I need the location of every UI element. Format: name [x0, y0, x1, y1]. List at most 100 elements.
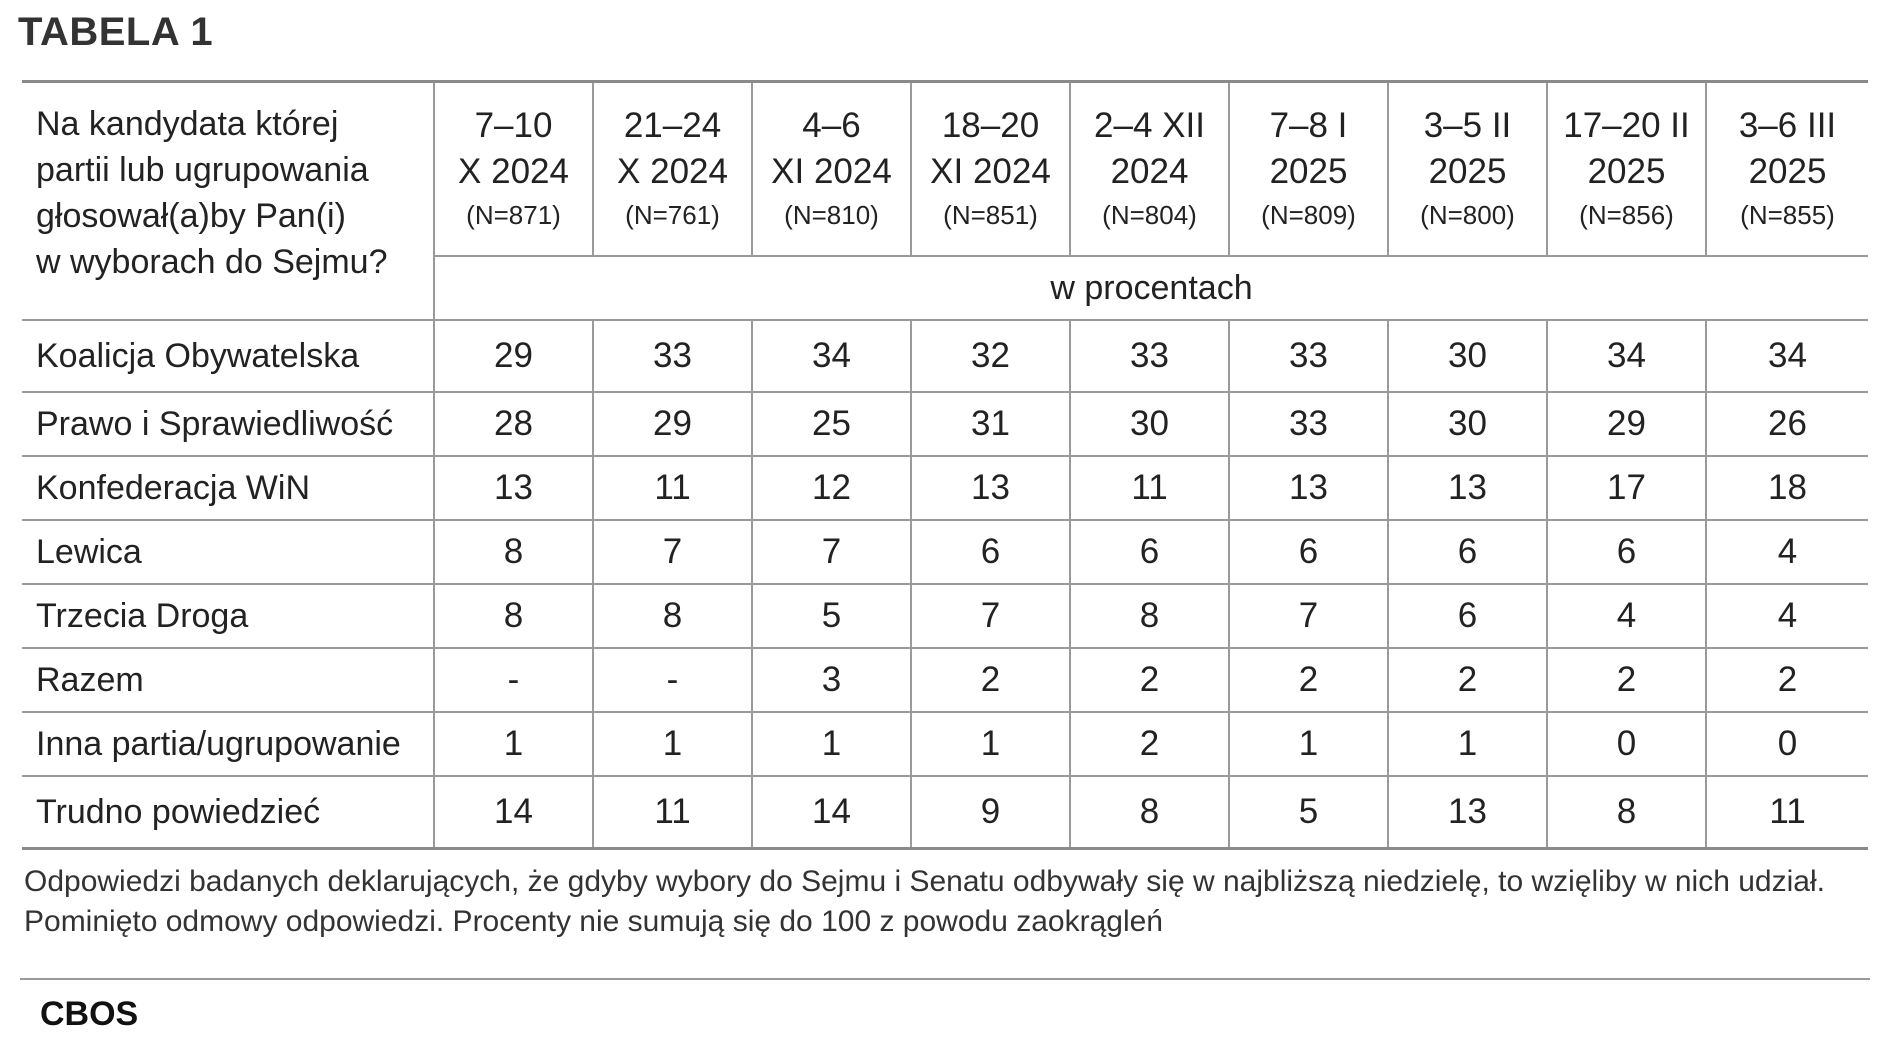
value-cell: 1	[592, 711, 753, 777]
column-header: 21–24 X 2024 (N=761)	[592, 80, 753, 257]
column-sample-size: (N=800)	[1420, 200, 1515, 230]
value-cell: 8	[433, 583, 594, 649]
column-date-line2: X 2024	[617, 152, 728, 191]
value-cell: 6	[910, 519, 1071, 585]
poll-table: Na kandydata której partii lub ugrupowan…	[22, 80, 1868, 850]
source-logo: CBOS	[40, 995, 139, 1033]
value-cell: -	[433, 647, 594, 713]
question-cell: Na kandydata której partii lub ugrupowan…	[22, 80, 435, 321]
value-cell: 11	[1069, 455, 1230, 521]
unit-label: w procentach	[434, 255, 1868, 321]
value-cell: 11	[1705, 775, 1868, 850]
column-date-line2: XI 2024	[771, 152, 892, 191]
value-cell: 14	[751, 775, 912, 850]
column-date-line1: 21–24	[623, 106, 722, 145]
row-label: Inna partia/ugrupowanie	[22, 711, 435, 777]
value-cell: 7	[751, 519, 912, 585]
column-date-line1: 7–8 I	[1269, 106, 1348, 145]
value-cell: 13	[1387, 455, 1548, 521]
value-cell: 33	[1228, 391, 1389, 457]
value-cell: 26	[1705, 391, 1868, 457]
value-cell: 2	[910, 647, 1071, 713]
column-date-line1: 3–6 III	[1738, 106, 1837, 145]
value-cell: 2	[1546, 647, 1707, 713]
value-cell: 6	[1546, 519, 1707, 585]
value-cell: 13	[1228, 455, 1389, 521]
column-header: 17–20 II 2025 (N=856)	[1546, 80, 1707, 257]
bottom-divider	[20, 978, 1870, 980]
column-date-line1: 2–4 XII	[1094, 106, 1205, 145]
value-cell: 2	[1069, 647, 1230, 713]
value-cell: 8	[1069, 775, 1230, 850]
value-cell: 13	[433, 455, 594, 521]
value-cell: 33	[1069, 319, 1230, 393]
column-sample-size: (N=851)	[943, 200, 1038, 230]
value-cell: 2	[1705, 647, 1868, 713]
value-cell: 0	[1705, 711, 1868, 777]
value-cell: 25	[751, 391, 912, 457]
value-cell: 14	[433, 775, 594, 850]
table-body: Koalicja Obywatelska 29 33 34 32 33 33 30 34 34 Pr…	[22, 319, 1868, 850]
value-cell: 28	[433, 391, 594, 457]
column-sample-size: (N=804)	[1102, 200, 1197, 230]
value-cell: 2	[1228, 647, 1389, 713]
value-cell: 8	[1069, 583, 1230, 649]
value-cell: 17	[1546, 455, 1707, 521]
column-date-line1: 18–20	[941, 106, 1040, 145]
column-date-line1: 7–10	[474, 106, 553, 145]
value-cell: 5	[1228, 775, 1389, 850]
value-cell: 29	[592, 391, 753, 457]
column-date-line2: 2024	[1110, 152, 1189, 191]
table-title: TABELA 1	[18, 10, 214, 54]
row-label: Konfederacja WiN	[22, 455, 435, 521]
value-cell: 8	[1546, 775, 1707, 850]
value-cell: 13	[910, 455, 1071, 521]
value-cell: 32	[910, 319, 1071, 393]
column-header: 2–4 XII 2024 (N=804)	[1069, 80, 1230, 257]
row-label: Trzecia Droga	[22, 583, 435, 649]
column-date-line2: 2025	[1748, 152, 1827, 191]
value-cell: 6	[1387, 519, 1548, 585]
row-label: Trudno powiedzieć	[22, 775, 435, 850]
value-cell: 6	[1069, 519, 1230, 585]
table-row: Trzecia Droga 8 8 5 7 8 7 6 4 4	[22, 583, 1868, 649]
column-date-line2: XI 2024	[930, 152, 1051, 191]
column-sample-size: (N=871)	[466, 200, 561, 230]
table-row: Konfederacja WiN 13 11 12 13 11 13 13 17 18	[22, 455, 1868, 521]
column-date-line1: 3–5 II	[1423, 106, 1512, 145]
value-cell: 11	[592, 455, 753, 521]
value-cell: 33	[592, 319, 753, 393]
value-cell: 31	[910, 391, 1071, 457]
column-date-line1: 17–20 II	[1563, 106, 1690, 145]
value-cell: 8	[592, 583, 753, 649]
value-cell: 4	[1705, 583, 1868, 649]
column-sample-size: (N=809)	[1261, 200, 1356, 230]
value-cell: 7	[910, 583, 1071, 649]
value-cell: 2	[1387, 647, 1548, 713]
column-date-line2: X 2024	[458, 152, 569, 191]
value-cell: 18	[1705, 455, 1868, 521]
column-sample-size: (N=810)	[784, 200, 879, 230]
column-header: 3–5 II 2025 (N=800)	[1387, 80, 1548, 257]
value-cell: 9	[910, 775, 1071, 850]
value-cell: 1	[1228, 711, 1389, 777]
column-sample-size: (N=856)	[1579, 200, 1674, 230]
value-cell: 7	[592, 519, 753, 585]
value-cell: 34	[751, 319, 912, 393]
value-cell: 13	[1387, 775, 1548, 850]
value-cell: 34	[1705, 319, 1868, 393]
value-cell: 4	[1546, 583, 1707, 649]
header-row: Na kandydata której partii lub ugrupowan…	[22, 80, 1868, 321]
value-cell: 1	[433, 711, 594, 777]
column-header: 7–8 I 2025 (N=809)	[1228, 80, 1389, 257]
column-sample-size: (N=761)	[625, 200, 720, 230]
value-cell: 29	[1546, 391, 1707, 457]
footnote: Odpowiedzi badanych deklarujących, że gd…	[24, 865, 1825, 938]
column-date-line2: 2025	[1428, 152, 1507, 191]
row-label: Koalicja Obywatelska	[22, 319, 435, 393]
table-row: Koalicja Obywatelska 29 33 34 32 33 33 30 34 34	[22, 319, 1868, 393]
row-label: Razem	[22, 647, 435, 713]
value-cell: 2	[1069, 711, 1230, 777]
value-cell: 6	[1228, 519, 1389, 585]
table-row: Lewica 8 7 7 6 6 6 6 6 4	[22, 519, 1868, 585]
